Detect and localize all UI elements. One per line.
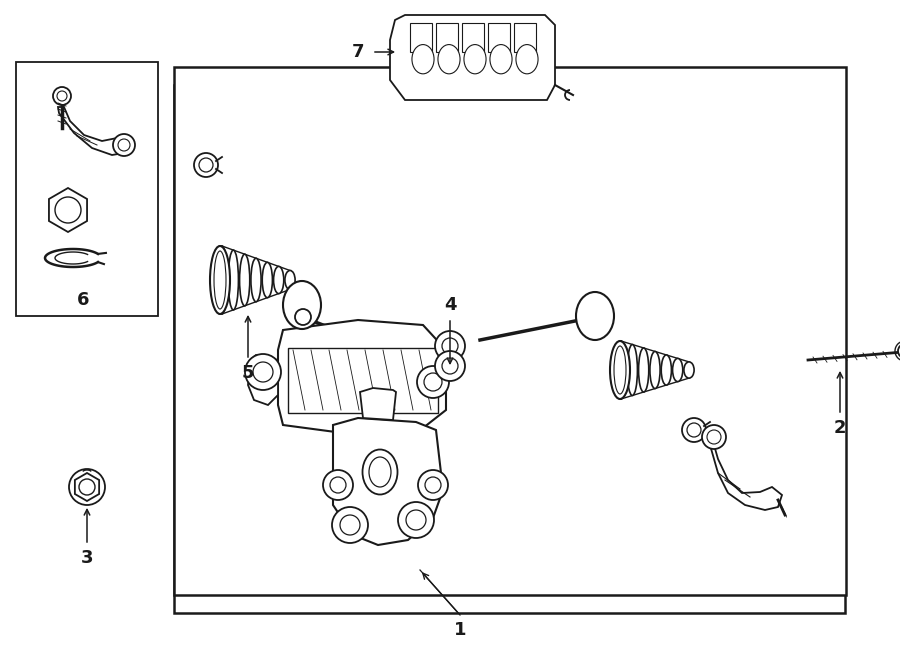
Circle shape xyxy=(442,358,458,374)
Circle shape xyxy=(330,477,346,493)
Polygon shape xyxy=(360,388,396,420)
Ellipse shape xyxy=(672,358,683,381)
Polygon shape xyxy=(248,355,278,405)
Text: 2: 2 xyxy=(833,419,846,437)
Circle shape xyxy=(113,134,135,156)
Polygon shape xyxy=(58,107,127,155)
Polygon shape xyxy=(710,445,782,510)
Circle shape xyxy=(702,425,726,449)
Bar xyxy=(174,85,845,613)
Ellipse shape xyxy=(217,246,227,314)
Ellipse shape xyxy=(210,246,230,314)
Circle shape xyxy=(418,470,448,500)
Ellipse shape xyxy=(214,251,226,309)
Polygon shape xyxy=(390,15,555,100)
Circle shape xyxy=(707,430,721,444)
Ellipse shape xyxy=(229,250,238,310)
Ellipse shape xyxy=(464,44,486,74)
Circle shape xyxy=(323,470,353,500)
Text: 3: 3 xyxy=(81,549,94,567)
Circle shape xyxy=(57,91,67,101)
Circle shape xyxy=(118,139,130,151)
Circle shape xyxy=(435,331,465,361)
Circle shape xyxy=(332,507,368,543)
Ellipse shape xyxy=(438,44,460,74)
Ellipse shape xyxy=(616,341,626,399)
Text: 5: 5 xyxy=(242,364,254,382)
Circle shape xyxy=(442,338,458,354)
Ellipse shape xyxy=(610,341,630,399)
Ellipse shape xyxy=(576,292,614,340)
Circle shape xyxy=(253,362,273,382)
Circle shape xyxy=(417,366,449,398)
Circle shape xyxy=(435,351,465,381)
Circle shape xyxy=(55,197,81,223)
Bar xyxy=(410,23,432,52)
Ellipse shape xyxy=(490,44,512,74)
Ellipse shape xyxy=(285,270,295,290)
Circle shape xyxy=(425,477,441,493)
Circle shape xyxy=(399,353,405,359)
Ellipse shape xyxy=(516,44,538,74)
Ellipse shape xyxy=(369,457,391,487)
Circle shape xyxy=(395,349,409,363)
Polygon shape xyxy=(278,320,446,435)
Bar xyxy=(174,67,846,595)
Ellipse shape xyxy=(251,258,261,302)
Text: 1: 1 xyxy=(454,621,466,639)
Ellipse shape xyxy=(650,352,660,389)
Circle shape xyxy=(398,502,434,538)
Circle shape xyxy=(424,373,442,391)
Bar xyxy=(436,23,458,52)
Circle shape xyxy=(194,153,218,177)
Polygon shape xyxy=(333,418,443,545)
Circle shape xyxy=(682,418,706,442)
Ellipse shape xyxy=(662,355,671,385)
Text: 6: 6 xyxy=(76,291,89,309)
Ellipse shape xyxy=(363,449,398,494)
Circle shape xyxy=(898,344,900,358)
Circle shape xyxy=(687,423,701,437)
Text: 4: 4 xyxy=(444,296,456,314)
Ellipse shape xyxy=(627,344,637,395)
Circle shape xyxy=(199,158,213,172)
Text: 7: 7 xyxy=(352,43,365,61)
Circle shape xyxy=(895,341,900,361)
Bar xyxy=(488,23,510,52)
Polygon shape xyxy=(75,473,99,501)
Circle shape xyxy=(79,479,95,495)
Circle shape xyxy=(406,510,426,530)
Ellipse shape xyxy=(262,262,273,297)
Ellipse shape xyxy=(239,254,250,306)
Bar xyxy=(514,23,536,52)
Bar xyxy=(288,348,438,413)
Ellipse shape xyxy=(639,348,649,392)
Ellipse shape xyxy=(412,44,434,74)
Ellipse shape xyxy=(274,266,284,293)
Bar xyxy=(462,23,484,52)
Ellipse shape xyxy=(283,281,321,329)
Polygon shape xyxy=(49,188,87,232)
Circle shape xyxy=(53,87,71,105)
Circle shape xyxy=(245,354,281,390)
Ellipse shape xyxy=(614,346,626,394)
Circle shape xyxy=(340,515,360,535)
Circle shape xyxy=(69,469,105,505)
Circle shape xyxy=(295,309,311,325)
Bar xyxy=(16,62,158,316)
Ellipse shape xyxy=(684,362,694,378)
